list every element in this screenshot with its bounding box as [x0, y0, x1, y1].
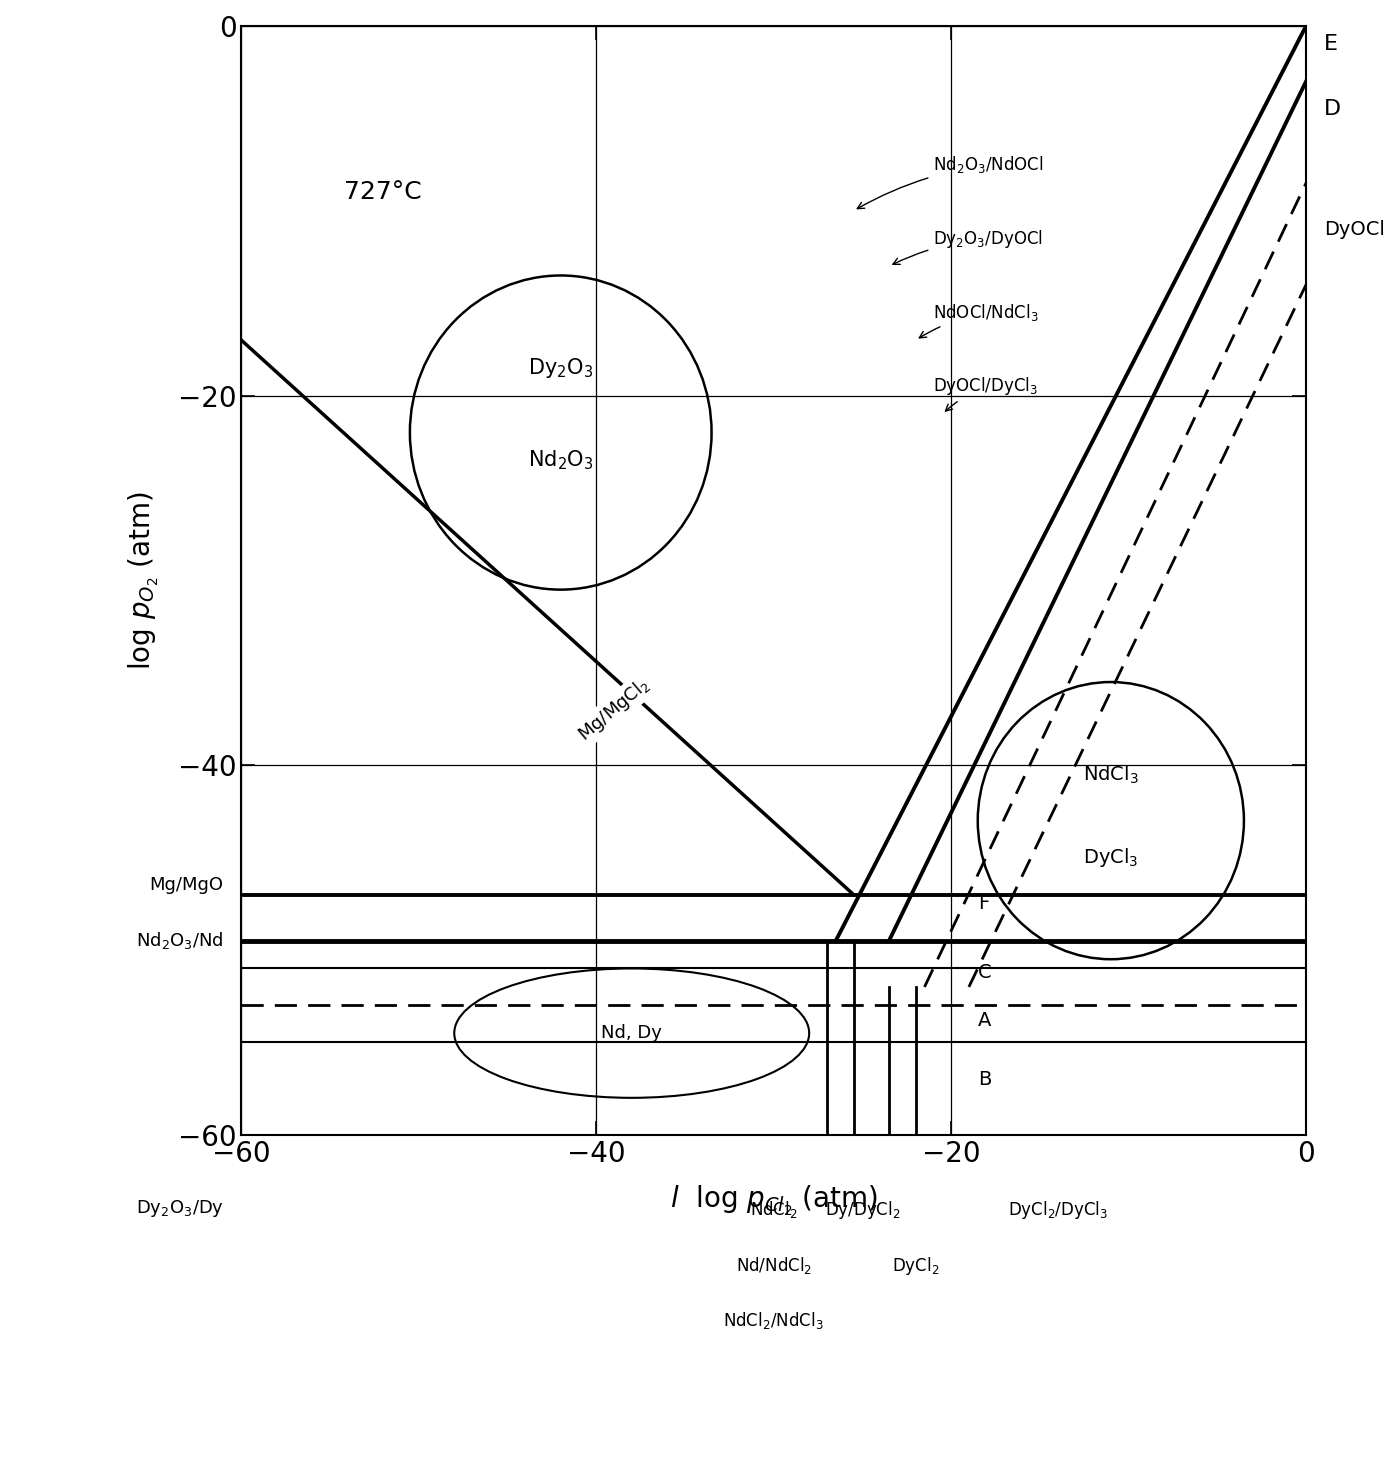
Text: NdOCl/NdCl$_3$: NdOCl/NdCl$_3$: [920, 302, 1039, 337]
Text: DyCl$_2$: DyCl$_2$: [892, 1254, 939, 1276]
Text: Dy$_2$O$_3$/Dy: Dy$_2$O$_3$/Dy: [136, 1199, 224, 1219]
Text: 727°C: 727°C: [344, 180, 421, 204]
Text: NdCl$_3$: NdCl$_3$: [1084, 763, 1138, 786]
X-axis label: $l$  log $p_{Cl_2}$ (atm): $l$ log $p_{Cl_2}$ (atm): [669, 1184, 878, 1219]
Text: E: E: [1324, 35, 1338, 54]
Text: Dy/DyCl$_2$: Dy/DyCl$_2$: [825, 1200, 900, 1222]
Text: Mg/MgCl$_2$: Mg/MgCl$_2$: [574, 673, 654, 747]
Text: B: B: [977, 1069, 991, 1089]
Text: Nd$_2$O$_3$: Nd$_2$O$_3$: [528, 449, 594, 472]
Text: Mg/MgO: Mg/MgO: [150, 876, 224, 895]
Text: Dy$_2$O$_3$: Dy$_2$O$_3$: [528, 356, 594, 380]
Text: DyOCl: DyOCl: [1324, 220, 1385, 239]
Text: NdCl$_2$: NdCl$_2$: [750, 1200, 798, 1221]
Text: DyCl$_2$/DyCl$_3$: DyCl$_2$/DyCl$_3$: [1008, 1200, 1107, 1222]
Text: D: D: [1324, 100, 1341, 119]
Text: A: A: [977, 1011, 991, 1030]
Y-axis label: log $p_{O_2}$ (atm): log $p_{O_2}$ (atm): [127, 491, 161, 670]
Text: C: C: [977, 962, 991, 981]
Text: Dy$_2$O$_3$/DyOCl: Dy$_2$O$_3$/DyOCl: [893, 227, 1043, 264]
Text: F: F: [977, 895, 988, 914]
Text: Nd$_2$O$_3$/Nd: Nd$_2$O$_3$/Nd: [136, 930, 224, 951]
Text: Nd, Dy: Nd, Dy: [601, 1024, 662, 1042]
Text: Nd/NdCl$_2$: Nd/NdCl$_2$: [735, 1254, 812, 1276]
Text: DyOCl/DyCl$_3$: DyOCl/DyCl$_3$: [934, 376, 1039, 411]
Text: NdCl$_2$/NdCl$_3$: NdCl$_2$/NdCl$_3$: [724, 1310, 825, 1332]
Text: Nd$_2$O$_3$/NdOCl: Nd$_2$O$_3$/NdOCl: [857, 154, 1044, 208]
Text: DyCl$_3$: DyCl$_3$: [1084, 846, 1138, 868]
